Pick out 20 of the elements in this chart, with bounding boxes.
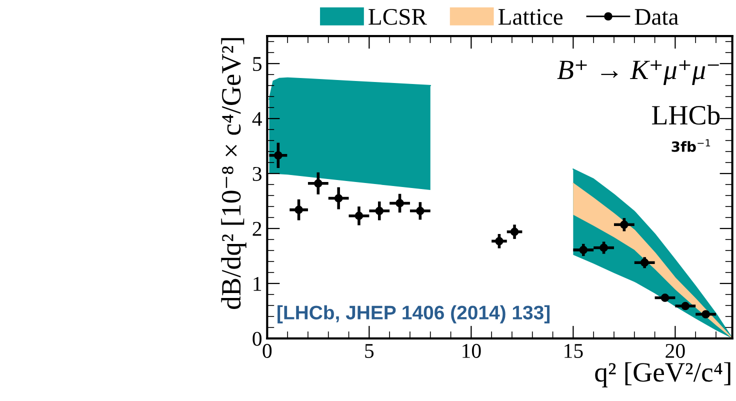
legend-label: Lattice: [498, 9, 563, 25]
y-tick-label: 5: [253, 57, 262, 72]
annotation: B⁺ → K⁺μ⁺μ⁻: [557, 60, 719, 85]
x-axis-title: q² [GeV²/c⁴]: [595, 362, 730, 388]
y-tick-label: 0: [252, 332, 262, 346]
x-tick-label: 0: [262, 344, 272, 358]
y-axis-title: dB/dq² [10⁻⁸ × c⁴/GeV²]: [221, 38, 246, 309]
legend-label: LCSR: [368, 9, 427, 25]
annotation: [LHCb, JHEP 1406 (2014) 133]: [278, 305, 550, 324]
x-tick-label: 5: [365, 344, 374, 358]
x-tick-label: 10: [462, 344, 481, 358]
legend-label: Data: [634, 9, 678, 25]
annotation: 3fb$^{−1}$: [672, 139, 710, 152]
y-tick-label: 3: [252, 166, 262, 181]
y-tick-label: 1: [254, 276, 262, 291]
y-tick-label: 4: [252, 112, 262, 126]
x-tick-label: 15: [564, 344, 583, 358]
annotation: LHCb: [652, 105, 720, 125]
y-tick-label: 2: [252, 222, 262, 236]
x-tick-label: 20: [666, 344, 685, 358]
